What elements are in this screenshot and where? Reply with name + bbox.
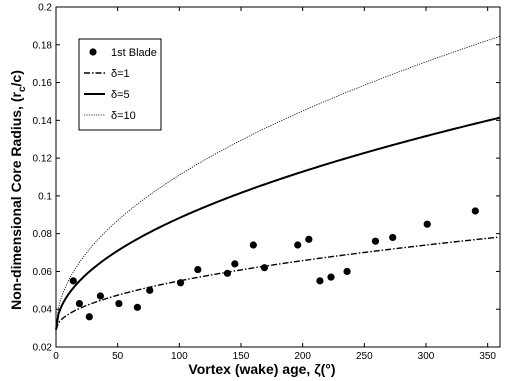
legend-marker — [89, 48, 97, 56]
y-axis-ticks: 0.02 0.04 0.06 0.08 0.1 0.12 0.14 0.16 0.18 0.2 — [33, 3, 500, 354]
y-axis-label-subscript: c — [17, 86, 28, 92]
y-tick-label: 0.02 — [33, 343, 53, 354]
x-tick-label: 100 — [171, 351, 188, 362]
x-tick-label: 200 — [294, 351, 311, 362]
y-tick-label: 0.08 — [33, 229, 53, 240]
data-point-13 — [260, 264, 269, 272]
data-point-6 — [133, 303, 141, 311]
y-axis-label-main: Non-dimensional Core Radius, (r — [8, 92, 24, 310]
y-tick-label: 0.04 — [33, 305, 53, 316]
data-point-10 — [223, 269, 232, 277]
data-point-7 — [146, 286, 154, 294]
plot-frame — [55, 6, 501, 348]
y-tick-label: 0.14 — [33, 116, 53, 127]
legend-label: 1st Blade — [111, 47, 157, 59]
axes — [55, 6, 501, 348]
data-point-11 — [231, 260, 239, 268]
data-point-12 — [249, 241, 257, 249]
data-point-20 — [389, 233, 397, 242]
data-point-16 — [316, 277, 324, 285]
series-line-2 — [55, 116, 501, 330]
x-tick-label: 350 — [479, 351, 496, 362]
legend-label: δ=10 — [111, 110, 136, 122]
y-tick-label: 0.06 — [33, 267, 53, 278]
data-point-9 — [194, 265, 202, 274]
series-line-1 — [55, 236, 501, 331]
y-axis-label: Non-dimensional Core Radius, (rc/c) — [8, 70, 28, 310]
x-axis-label: Vortex (wake) age, ζ(°) — [188, 361, 335, 377]
x-tick-label: 300 — [418, 351, 435, 362]
data-point-4 — [96, 292, 104, 300]
x-tick-label: 150 — [233, 351, 250, 362]
data-point-1 — [69, 277, 77, 285]
legend-label: δ=1 — [111, 68, 130, 80]
data-point-17 — [327, 273, 335, 281]
y-tick-label: 0.1 — [38, 191, 52, 202]
y-tick-label: 0.16 — [33, 78, 53, 89]
x-tick-label: 50 — [112, 351, 124, 362]
x-tick-label: 250 — [356, 351, 373, 362]
y-axis-label-tail: /c) — [8, 70, 24, 86]
data-point-21 — [423, 220, 431, 228]
y-tick-label: 0.12 — [33, 154, 53, 165]
data-point-5 — [115, 299, 123, 308]
data-point-15 — [305, 235, 313, 243]
data-point-18 — [343, 267, 351, 276]
series-line-3 — [55, 35, 501, 330]
data-point-2 — [75, 299, 84, 308]
x-tick-label: 0 — [53, 351, 59, 362]
chart-marks — [55, 35, 501, 331]
data-point-22 — [471, 207, 479, 215]
y-tick-label: 0.18 — [33, 40, 53, 51]
x-axis-ticks: 0 50 100 150 200 250 300 350 — [53, 7, 496, 362]
data-point-3 — [85, 313, 93, 321]
data-point-19 — [371, 237, 380, 245]
legend: 1st Blade δ=1 δ=5 δ=10 — [78, 38, 162, 131]
y-tick-label: 0.2 — [38, 3, 52, 14]
data-point-8 — [176, 279, 185, 287]
legend-label: δ=5 — [111, 89, 130, 101]
data-point-14 — [294, 241, 302, 249]
